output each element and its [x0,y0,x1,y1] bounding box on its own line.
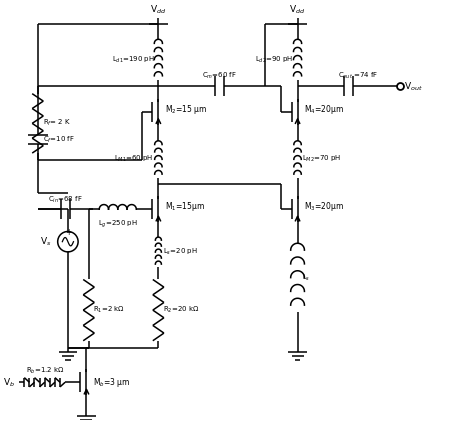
Text: V$_{out}$: V$_{out}$ [404,80,423,93]
Text: R$_2$=20 kΩ: R$_2$=20 kΩ [163,305,200,315]
Text: L$_{d2}$=90 pH: L$_{d2}$=90 pH [255,54,293,65]
Text: M$_3$=20μm: M$_3$=20μm [304,200,344,213]
Text: V$_b$: V$_b$ [3,376,16,389]
Text: C$_{in}$=68 fF: C$_{in}$=68 fF [48,195,83,205]
Text: C$_m$=60 fF: C$_m$=60 fF [202,70,237,81]
Text: R$_1$=2 kΩ: R$_1$=2 kΩ [93,305,125,315]
Text: C$_{out}$ =74 fF: C$_{out}$ =74 fF [337,70,378,81]
Text: R$_b$=1.2 kΩ: R$_b$=1.2 kΩ [26,366,64,376]
Text: R$_f$= 2 K: R$_f$= 2 K [43,118,72,128]
Text: C$_f$=10 fF: C$_f$=10 fF [43,135,75,145]
Text: +: + [65,228,71,237]
Text: M$_2$=15 μm: M$_2$=15 μm [165,103,207,116]
Text: -: - [66,246,70,256]
Text: V$_s$: V$_s$ [40,235,52,248]
Text: L$_{d1}$=190 pH: L$_{d1}$=190 pH [112,54,155,65]
Text: L$_s$: L$_s$ [302,272,310,283]
Text: L$_{M2}$=70 pH: L$_{M2}$=70 pH [302,154,342,165]
Text: L$_s$=20 pH: L$_s$=20 pH [163,247,198,257]
Text: V$_{dd}$: V$_{dd}$ [290,4,306,16]
Text: L$_{M1}$=60 pH: L$_{M1}$=60 pH [114,154,154,165]
Text: V$_{dd}$: V$_{dd}$ [150,4,166,16]
Text: M$_4$=20μm: M$_4$=20μm [304,103,344,116]
Text: L$_g$=250 pH: L$_g$=250 pH [98,218,137,230]
Text: M$_1$=15μm: M$_1$=15μm [165,200,205,213]
Text: M$_b$=3 μm: M$_b$=3 μm [93,376,130,389]
